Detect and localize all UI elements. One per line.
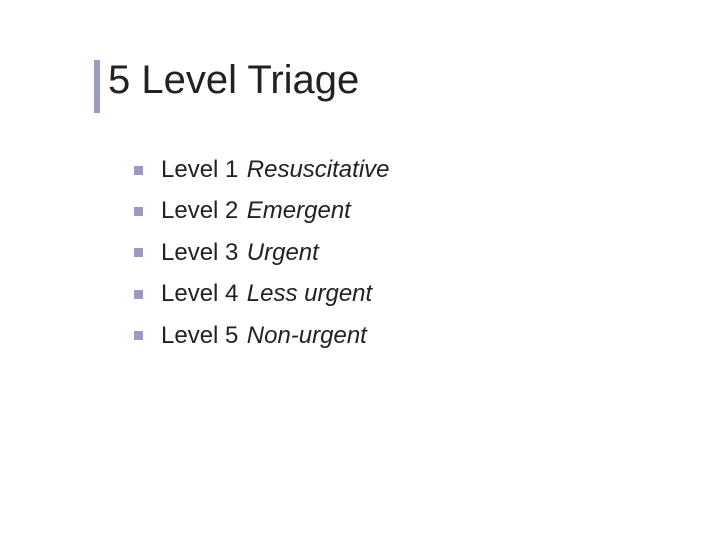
list-item: Level 3 Urgent [134, 237, 390, 269]
list-item: Level 4 Less urgent [134, 278, 390, 310]
bullet-list: Level 1 Resuscitative Level 2 Emergent L… [134, 154, 390, 361]
item-description: Urgent [247, 237, 319, 269]
square-bullet-icon [134, 290, 143, 299]
item-label: Level 2 [161, 195, 238, 227]
item-label: Level 1 [161, 154, 238, 186]
item-label: Level 5 [161, 320, 238, 352]
slide: 5 Level Triage Level 1 Resuscitative Lev… [0, 0, 720, 540]
item-label: Level 3 [161, 237, 238, 269]
item-description: Non-urgent [247, 320, 367, 352]
list-item: Level 5 Non-urgent [134, 320, 390, 352]
slide-title: 5 Level Triage [108, 58, 359, 103]
square-bullet-icon [134, 166, 143, 175]
item-description: Less urgent [247, 278, 372, 310]
list-item: Level 2 Emergent [134, 195, 390, 227]
title-accent-bar [94, 60, 100, 113]
list-item: Level 1 Resuscitative [134, 154, 390, 186]
item-description: Emergent [247, 195, 351, 227]
square-bullet-icon [134, 248, 143, 257]
square-bullet-icon [134, 331, 143, 340]
item-description: Resuscitative [247, 154, 390, 186]
item-label: Level 4 [161, 278, 238, 310]
square-bullet-icon [134, 207, 143, 216]
